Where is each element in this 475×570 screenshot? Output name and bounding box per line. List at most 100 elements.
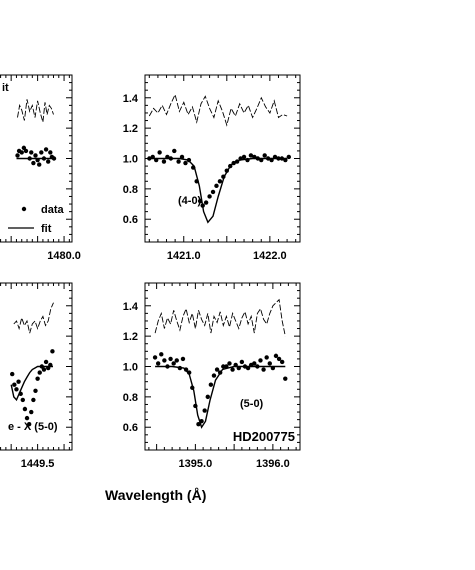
data-point xyxy=(22,406,28,412)
data-point xyxy=(286,154,292,160)
data-point xyxy=(155,361,161,366)
data-point xyxy=(180,356,186,362)
y-tick-label: 0.8 xyxy=(123,184,138,196)
data-point xyxy=(14,387,19,392)
y-tick-label: 1.2 xyxy=(123,123,138,135)
data-point xyxy=(176,159,181,164)
data-point xyxy=(20,397,25,403)
data-point xyxy=(26,421,32,427)
x-tick-label: 1480.0 xyxy=(47,250,81,262)
panel-tl: 1480.0 it data fit xyxy=(0,74,81,262)
data-point xyxy=(203,200,209,205)
data-point xyxy=(152,355,158,360)
data-point xyxy=(168,356,173,362)
data-point xyxy=(157,150,162,155)
data-point xyxy=(48,150,53,155)
data-point xyxy=(33,153,38,158)
data-point xyxy=(41,367,47,372)
plot-area xyxy=(152,298,288,429)
panel-tr: 1421.0 1422.0 0.6 0.8 1.0 1.2 1.4 (4-0) xyxy=(123,74,301,262)
offset-spectrum-line xyxy=(148,93,288,127)
data-point xyxy=(171,361,176,366)
data-series xyxy=(10,349,55,427)
y-tick-label: 0.8 xyxy=(123,392,138,404)
data-point xyxy=(227,361,232,366)
legend-label: data xyxy=(41,204,65,216)
data-point xyxy=(239,359,245,365)
data-point xyxy=(16,379,21,384)
data-point xyxy=(51,156,57,161)
x-tick-label: 1449.5 xyxy=(21,458,55,470)
data-point xyxy=(214,183,219,189)
data-point xyxy=(31,397,36,403)
data-point xyxy=(205,394,210,400)
panel-annotation: (4-0) xyxy=(178,195,202,207)
offset-spectrum-line xyxy=(13,302,54,334)
data-point xyxy=(262,153,267,158)
data-point xyxy=(261,367,266,372)
data-point xyxy=(211,373,217,378)
data-point xyxy=(210,189,216,195)
panel-annotation: (5-0) xyxy=(240,398,264,410)
data-point xyxy=(37,370,42,375)
data-point xyxy=(159,352,164,357)
x-tick-label: 1395.0 xyxy=(179,458,213,470)
panel-br: 1395.0 1396.0 0.6 0.8 1.0 1.2 1.4 (5-0) HD200775 xyxy=(123,282,301,470)
data-point xyxy=(202,408,207,413)
data-point xyxy=(276,356,282,362)
data-point xyxy=(273,353,279,359)
panel-annotation: e - X (5-0) xyxy=(8,421,58,433)
data-point xyxy=(172,148,177,154)
y-tick-label: 1.2 xyxy=(123,331,138,343)
data-point xyxy=(279,359,285,365)
data-point xyxy=(217,179,223,184)
data-point xyxy=(214,367,220,372)
x-minor-ticks xyxy=(148,75,297,242)
plot-area xyxy=(147,93,292,224)
data-point xyxy=(23,148,29,154)
data-series xyxy=(147,148,292,208)
data-point xyxy=(37,162,42,167)
data-point xyxy=(29,150,34,155)
y-tick-label: 1.4 xyxy=(123,93,139,105)
data-point xyxy=(50,349,55,354)
data-point xyxy=(12,382,17,387)
fit-line xyxy=(147,157,288,224)
data-point xyxy=(267,361,272,366)
y-tick-label: 1.0 xyxy=(123,154,138,166)
data-series xyxy=(152,352,288,427)
y-tick-label: 0.6 xyxy=(123,214,138,226)
data-point xyxy=(264,355,269,360)
x-minor-ticks xyxy=(148,283,297,450)
data-point xyxy=(221,364,226,369)
data-point xyxy=(183,160,188,166)
y-tick-label: 1.4 xyxy=(123,301,139,313)
legend-title-fragment: it xyxy=(2,82,9,94)
data-point xyxy=(39,150,44,155)
data-point xyxy=(31,160,36,166)
offset-spectrum-line xyxy=(17,99,54,123)
legend: it data fit xyxy=(2,82,65,235)
data-point xyxy=(10,371,15,377)
x-minor-ticks xyxy=(0,75,70,242)
data-point xyxy=(33,388,38,393)
data-point xyxy=(43,359,49,365)
data-point xyxy=(241,154,247,160)
data-point xyxy=(252,361,257,366)
offset-spectrum-line xyxy=(154,298,286,337)
data-point xyxy=(230,367,235,372)
data-point xyxy=(208,382,214,387)
x-minor-ticks xyxy=(0,283,70,450)
data-point xyxy=(258,358,263,363)
panel-annotation: HD200775 xyxy=(233,429,295,444)
x-axis-title: Wavelength (Å) xyxy=(105,487,206,503)
plot-area xyxy=(10,302,55,427)
data-point xyxy=(24,415,30,421)
data-point xyxy=(43,147,49,152)
legend-marker-dot xyxy=(21,206,27,212)
x-tick-label: 1396.0 xyxy=(256,458,290,470)
data-point xyxy=(19,150,24,155)
x-tick-label: 1422.0 xyxy=(253,250,287,262)
data-point xyxy=(45,159,51,164)
x-tick-label: 1421.0 xyxy=(167,250,201,262)
